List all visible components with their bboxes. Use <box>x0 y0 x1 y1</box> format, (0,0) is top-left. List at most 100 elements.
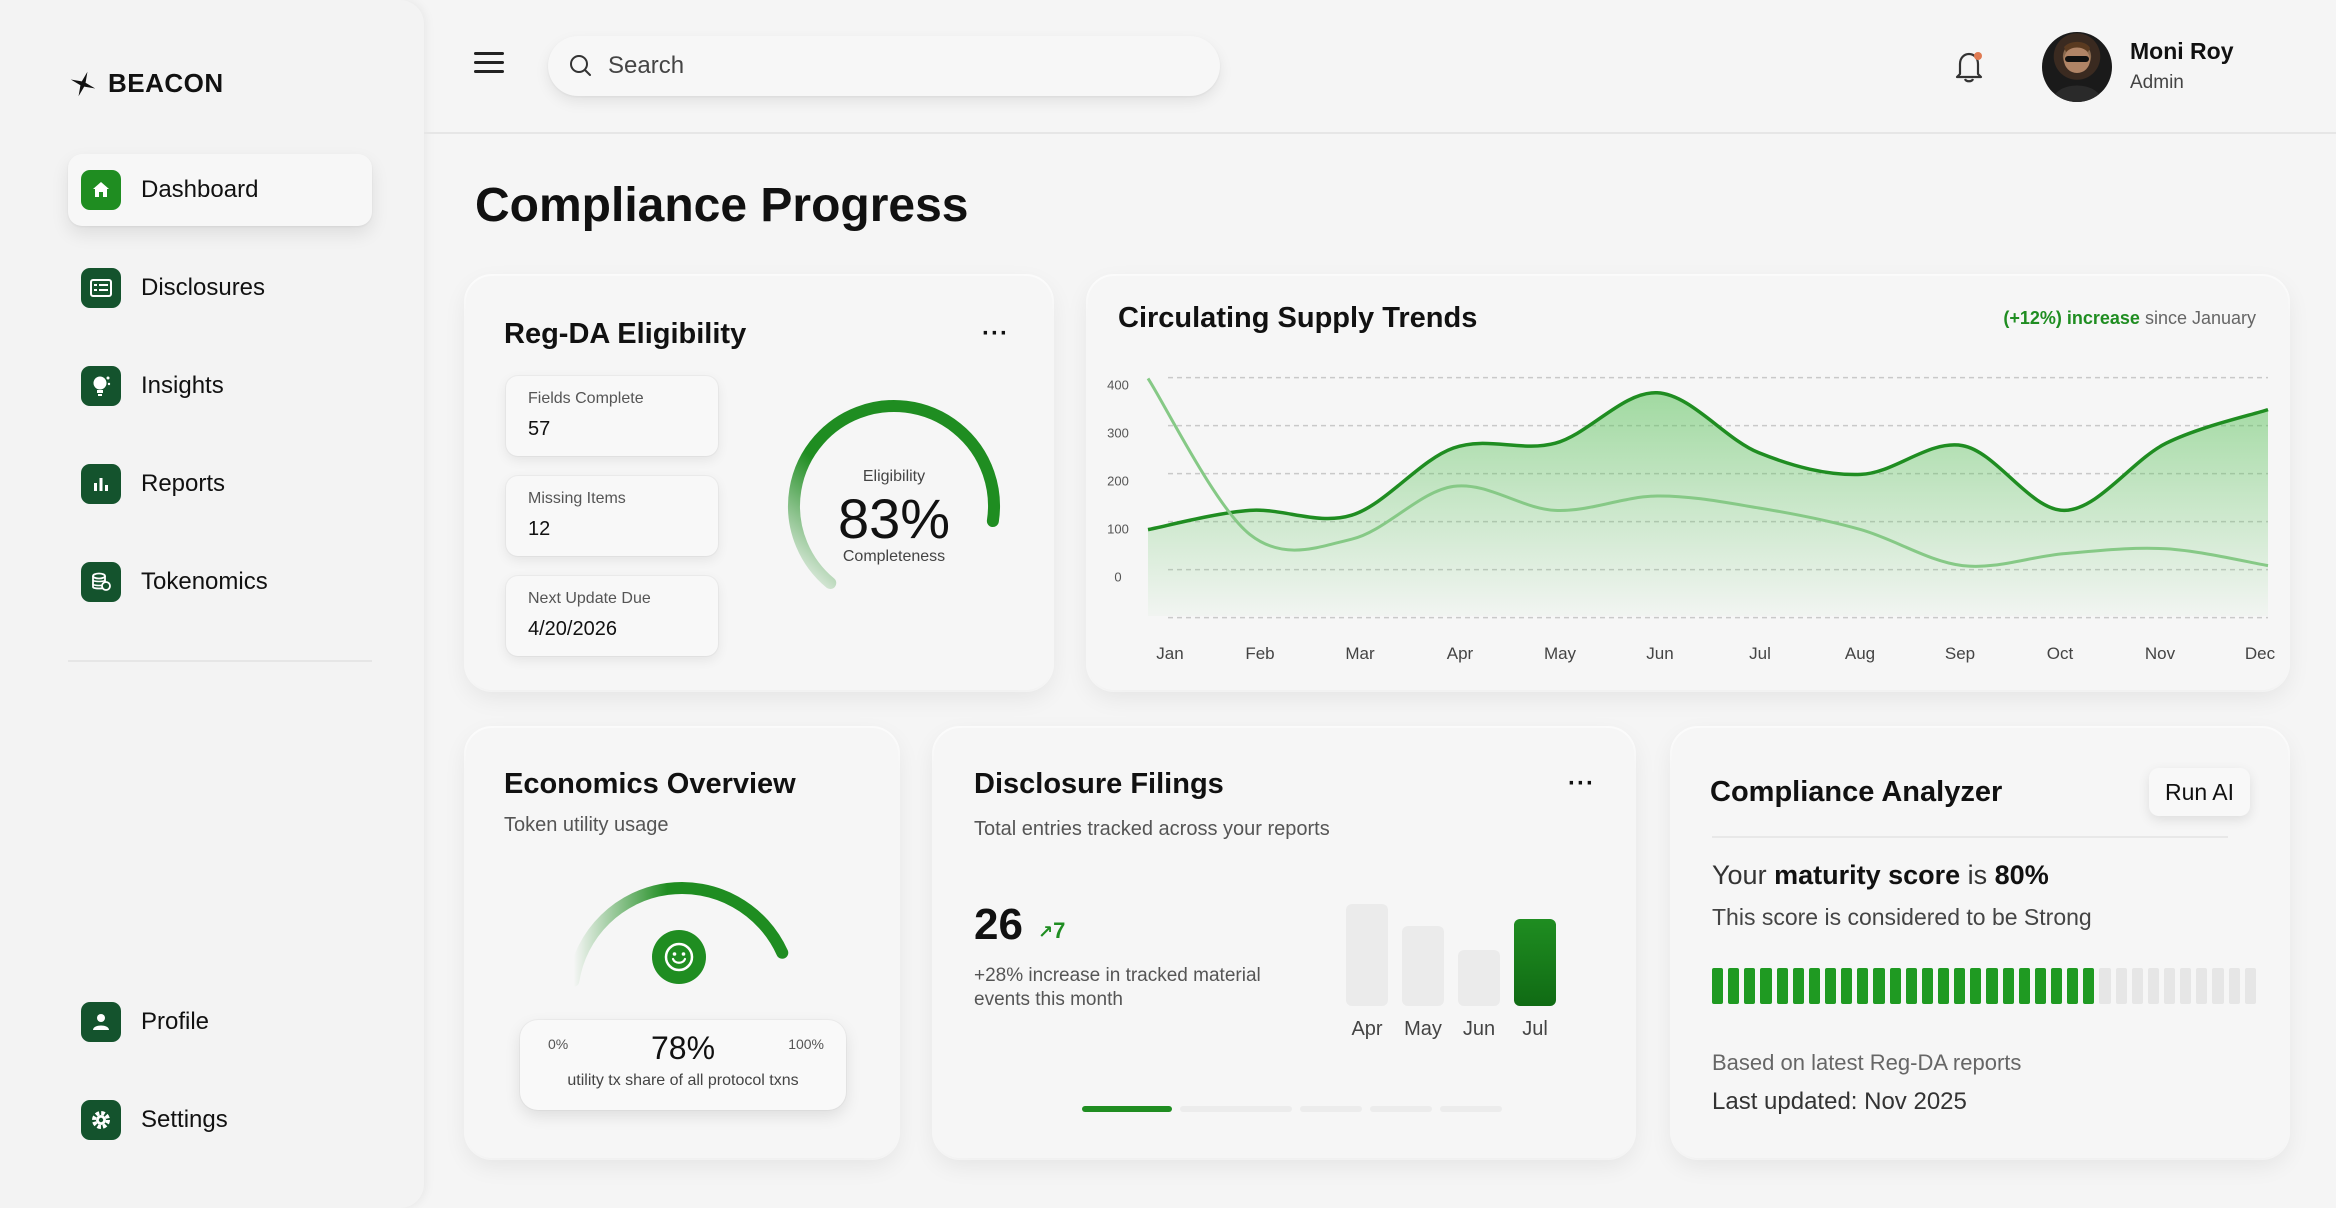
progress-segment <box>2115 968 2127 1004</box>
score-prefix: Your <box>1712 860 1775 890</box>
avatar[interactable] <box>2042 32 2112 102</box>
progress-segment <box>2083 968 2095 1004</box>
progress-segment <box>1776 968 1788 1004</box>
circulating-supply-card: Circulating Supply Trends (+12%) increas… <box>1088 276 2288 690</box>
sidebar-item-tokenomics[interactable]: Tokenomics <box>68 546 372 618</box>
filings-description: +28% increase in tracked material events… <box>974 965 1261 1010</box>
search-icon <box>570 55 591 76</box>
stat-fields-complete: Fields Complete 57 <box>506 376 718 456</box>
filings-count: 26 <box>974 900 1023 949</box>
stat-value: 4/20/2026 <box>528 618 617 640</box>
eligibility-gauge <box>788 400 1000 590</box>
progress-segment <box>1954 968 1966 1004</box>
progress-segment <box>2212 968 2224 1004</box>
sidebar-item-settings[interactable]: Settings <box>68 1084 372 1156</box>
card-subtitle: Total entries tracked across your report… <box>974 818 1330 840</box>
x-tick-label: Aug <box>1845 644 1875 663</box>
utility-share-box: 0% 100% 78% utility tx share of all prot… <box>520 1020 846 1110</box>
user-name: Moni Roy <box>2130 38 2234 64</box>
progress-segment <box>2147 968 2159 1004</box>
hamburger-menu-icon[interactable] <box>474 52 504 76</box>
filings-delta: ↗7 <box>1038 918 1065 944</box>
gauge-max-label: 100% <box>788 1036 824 1052</box>
progress-segment <box>1841 968 1853 1004</box>
progress-segment <box>1808 968 1820 1004</box>
card-subtitle: Token utility usage <box>504 814 669 836</box>
search-bar[interactable] <box>548 36 1220 96</box>
bar-chart-icon <box>81 464 121 504</box>
series-area <box>1148 392 2268 616</box>
x-tick-label: Dec <box>2245 644 2276 663</box>
run-ai-button[interactable]: Run AI <box>2148 768 2250 816</box>
sidebar-item-label: Dashboard <box>141 176 259 203</box>
sidebar-item-label: Disclosures <box>141 274 266 301</box>
analyzer-source: Based on latest Reg-DA reports <box>1712 1050 2022 1075</box>
y-tick-label: 0 <box>1114 570 1121 585</box>
utility-gauge <box>567 882 789 987</box>
utility-value: 78% <box>650 1030 716 1066</box>
sidebar-item-profile[interactable]: Profile <box>68 986 372 1058</box>
home-icon <box>81 170 121 210</box>
smiley-icon <box>652 930 706 984</box>
progress-segment <box>1728 968 1740 1004</box>
score-label: maturity score <box>1774 860 1961 890</box>
stat-missing-items: Missing Items 12 <box>506 476 718 556</box>
sidebar-item-label: Tokenomics <box>141 568 268 595</box>
card-title: Reg-DA Eligibility <box>504 318 747 350</box>
x-tick-label: Sep <box>1945 644 1975 663</box>
x-tick-label: Jan <box>1156 644 1183 663</box>
analyzer-updated: Last updated: Nov 2025 <box>1712 1088 1967 1115</box>
sidebar-item-label: Reports <box>141 470 226 497</box>
progress-segment <box>2099 968 2111 1004</box>
progress-segment <box>2131 968 2143 1004</box>
sidebar-item-dashboard[interactable]: Dashboard <box>68 154 372 226</box>
filings-bar <box>1346 904 1388 1006</box>
more-options-icon[interactable]: ··· <box>982 320 1009 347</box>
carousel-indicator[interactable] <box>1370 1106 1432 1112</box>
x-tick-label: Feb <box>1245 644 1274 663</box>
more-options-icon[interactable]: ··· <box>1568 770 1595 797</box>
x-tick-label: Nov <box>2145 644 2176 663</box>
progress-segment <box>1889 968 1901 1004</box>
bar-label: May <box>1404 1018 1442 1040</box>
maturity-score-line: Your maturity score is 80% <box>1712 860 2049 891</box>
y-tick-label: 300 <box>1107 426 1129 441</box>
user-icon <box>81 1002 121 1042</box>
brand-logo[interactable]: BEACON <box>68 68 224 99</box>
x-tick-label: Mar <box>1345 644 1375 663</box>
search-input[interactable] <box>608 52 1168 80</box>
sidebar-item-reports[interactable]: Reports <box>68 448 372 520</box>
sidebar-divider <box>68 660 372 662</box>
supply-area-chart: Jan Feb Mar Apr May Jun Jul Aug Sep Oct Nov Dec 0 10… <box>1107 376 2276 663</box>
y-tick-label: 100 <box>1107 522 1129 537</box>
carousel-indicator[interactable] <box>1082 1106 1172 1112</box>
compliance-analyzer-card: Compliance Analyzer Run AI Your maturity… <box>1672 728 2288 1158</box>
stat-label: Next Update Due <box>528 590 651 607</box>
sidebar: BEACON Dashboard Disclosures Insights Re… <box>0 0 424 1208</box>
x-tick-label: Jun <box>1646 644 1673 663</box>
utility-caption: utility tx share of all protocol txns <box>567 1072 799 1089</box>
sidebar-item-insights[interactable]: Insights <box>68 350 372 422</box>
progress-segment <box>1792 968 1804 1004</box>
progress-segment <box>2018 968 2030 1004</box>
y-tick-label: 200 <box>1107 474 1129 489</box>
bar-label: Apr <box>1351 1018 1383 1040</box>
divider <box>1712 836 2228 838</box>
sidebar-item-disclosures[interactable]: Disclosures <box>68 252 372 324</box>
gauge-min-label: 0% <box>548 1036 569 1052</box>
progress-segment <box>1824 968 1837 1004</box>
score-value: 80% <box>1994 860 2049 890</box>
series-line <box>1146 377 2269 568</box>
carousel-indicator[interactable] <box>1300 1106 1362 1112</box>
card-title: Economics Overview <box>504 768 796 800</box>
notification-bell-icon[interactable] <box>1952 48 1986 84</box>
reg-da-eligibility-card: Reg-DA Eligibility ··· Fields Complete 5… <box>466 276 1052 690</box>
filings-bar <box>1458 949 1500 1006</box>
lightbulb-icon <box>81 366 121 406</box>
stat-label: Missing Items <box>528 490 626 507</box>
trend-note-rest: since January <box>2139 308 2256 328</box>
carousel-indicator[interactable] <box>1440 1106 1502 1112</box>
carousel-indicator[interactable] <box>1180 1106 1292 1112</box>
bar-label: Jun <box>1462 1018 1496 1040</box>
sidebar-item-label: Profile <box>141 1008 210 1035</box>
